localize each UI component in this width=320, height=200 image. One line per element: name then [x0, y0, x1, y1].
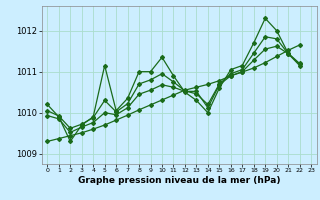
X-axis label: Graphe pression niveau de la mer (hPa): Graphe pression niveau de la mer (hPa) — [78, 176, 280, 185]
